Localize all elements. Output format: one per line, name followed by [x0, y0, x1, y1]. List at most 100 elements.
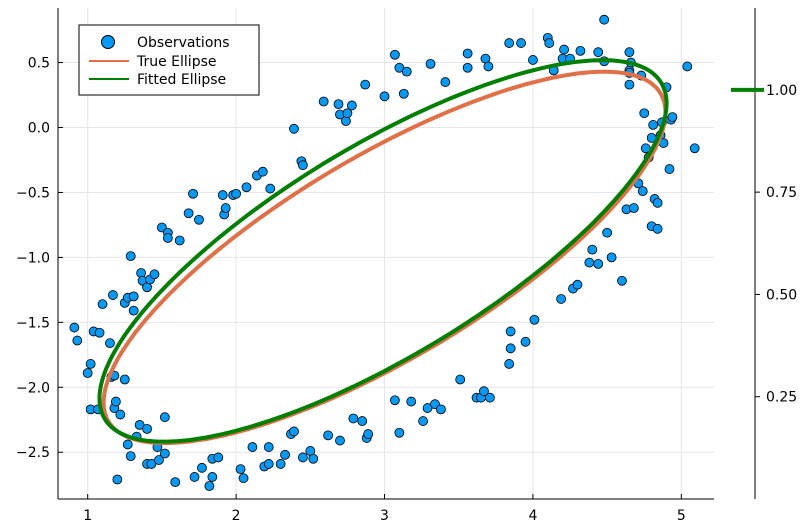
y-tick-label: 0.0: [28, 121, 50, 137]
observation-point: [516, 38, 526, 48]
observation-point: [85, 359, 96, 369]
legend-marker-observations: [101, 35, 115, 49]
observation-point: [289, 426, 299, 437]
observation-point: [265, 183, 276, 194]
observation-point: [624, 47, 635, 58]
observation-point: [82, 368, 93, 378]
observation-point: [170, 477, 181, 488]
observation-point: [125, 251, 136, 261]
plot-area: [69, 14, 700, 491]
observation-point: [69, 322, 80, 333]
observation-point: [275, 459, 286, 469]
colorbar: 0.25 0.50 0.75 1.00: [731, 8, 797, 499]
observation-point: [342, 108, 353, 119]
observation-point: [617, 275, 627, 286]
observation-point: [174, 235, 185, 246]
colorbar-tick-label: 0.25: [766, 390, 797, 406]
observation-point: [318, 96, 329, 107]
colorbar-tick-label: 1.00: [766, 83, 797, 99]
observation-point: [394, 427, 405, 438]
observation-point: [504, 38, 515, 48]
observation-point: [682, 61, 693, 72]
observation-point: [436, 404, 446, 415]
observation-point: [348, 413, 359, 424]
y-tick-label: −1.5: [16, 315, 50, 331]
observation-point: [599, 14, 610, 25]
observation-point: [652, 223, 663, 234]
observation-point: [689, 143, 700, 154]
observation-point: [390, 49, 400, 60]
observation-point: [247, 442, 258, 452]
observation-point: [584, 257, 595, 268]
observation-point: [462, 48, 473, 59]
observation-point: [235, 464, 246, 475]
observation-point: [97, 299, 108, 310]
observation-point: [639, 108, 650, 119]
observation-point: [263, 442, 274, 452]
observation-point: [280, 449, 290, 460]
observation-point: [624, 79, 635, 90]
observation-point: [110, 396, 121, 407]
observation-point: [406, 396, 417, 407]
observation-point: [297, 160, 308, 171]
observation-point: [462, 62, 473, 73]
observation-point: [162, 233, 173, 243]
observation-point: [159, 448, 170, 459]
observation-point: [297, 452, 308, 463]
observation-point: [556, 294, 567, 304]
observation-point: [529, 314, 540, 325]
observation-point: [648, 120, 659, 130]
x-tick-label: 1: [83, 508, 92, 524]
observation-point: [346, 100, 357, 111]
observation-point: [640, 143, 651, 154]
observation-point: [220, 203, 231, 213]
fitted-ellipse-curve: [97, 58, 669, 444]
observation-point: [593, 47, 604, 58]
observation-point: [333, 99, 344, 110]
observation-point: [606, 252, 617, 263]
observation-point: [112, 474, 123, 485]
observation-point: [425, 58, 436, 69]
observation-point: [363, 429, 374, 439]
observation-point: [357, 416, 368, 426]
observation-point: [204, 481, 215, 491]
observation-point: [390, 395, 400, 406]
observation-point: [308, 453, 319, 464]
observation-point: [572, 279, 583, 290]
observation-point: [289, 123, 299, 134]
y-tick-label: −0.5: [16, 185, 50, 201]
legend-label-fitted-ellipse: Fitted Ellipse: [137, 72, 226, 88]
y-tick-label: −2.0: [16, 380, 50, 396]
legend: Observations True Ellipse Fitted Ellipse: [78, 24, 260, 96]
observation-point: [401, 66, 412, 77]
observation-point: [505, 343, 516, 354]
observation-point: [520, 336, 531, 347]
y-tick-label: −2.5: [16, 445, 50, 461]
x-tick-label: 4: [528, 508, 537, 524]
observation-point: [379, 91, 390, 102]
observation-point: [119, 374, 130, 385]
observation-point: [455, 374, 466, 385]
observation-point: [197, 462, 207, 473]
observation-point: [335, 435, 345, 446]
observation-point: [667, 112, 678, 123]
observation-point: [664, 164, 675, 174]
observation-point: [479, 386, 489, 397]
observation-point: [263, 459, 274, 469]
observation-point: [544, 38, 555, 48]
observation-point: [484, 392, 495, 403]
observation-point: [483, 61, 494, 72]
observation-point: [505, 326, 516, 337]
observation-point: [360, 79, 371, 90]
observation-point: [323, 430, 334, 441]
observation-point: [154, 455, 164, 465]
observation-point: [440, 77, 451, 87]
observation-point: [575, 45, 586, 56]
observation-point: [194, 214, 204, 225]
observation-point: [528, 55, 538, 65]
observation-point: [628, 203, 639, 213]
observation-point: [105, 338, 115, 349]
observation-point: [231, 188, 241, 199]
observation-point: [183, 208, 194, 219]
